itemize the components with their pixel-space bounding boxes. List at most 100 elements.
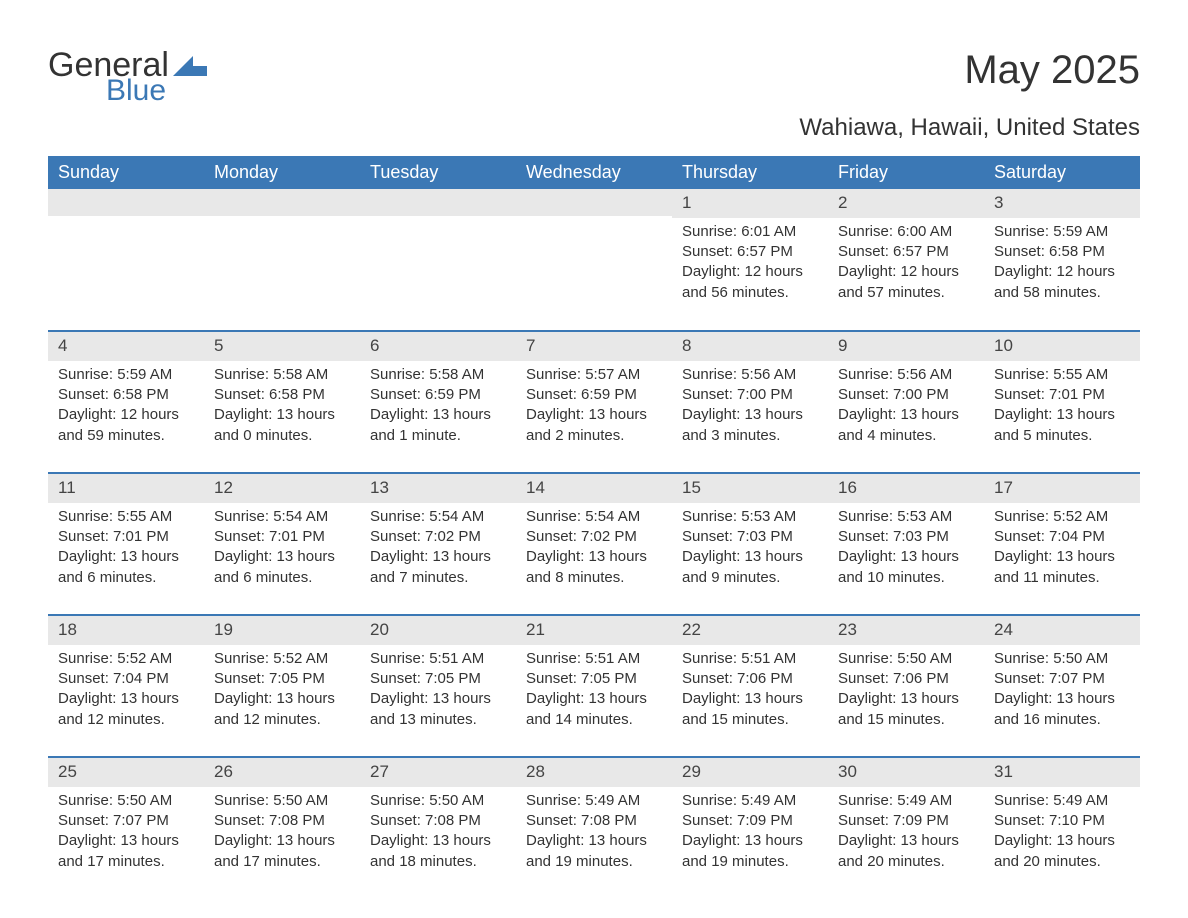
weekday-header: Monday: [204, 156, 360, 189]
day-number: 20: [360, 616, 516, 645]
day-details: Sunrise: 5:53 AMSunset: 7:03 PMDaylight:…: [828, 503, 984, 596]
daylight-line: Daylight: 13 hours and 16 minutes.: [994, 689, 1130, 730]
sunset-line: Sunset: 7:09 PM: [682, 811, 818, 831]
sunrise-line: Sunrise: 5:49 AM: [526, 791, 662, 811]
sunset-line: Sunset: 7:04 PM: [58, 669, 194, 689]
calendar-day-cell: 20Sunrise: 5:51 AMSunset: 7:05 PMDayligh…: [360, 615, 516, 757]
calendar-day-cell: 2Sunrise: 6:00 AMSunset: 6:57 PMDaylight…: [828, 189, 984, 331]
daylight-line: Daylight: 12 hours and 59 minutes.: [58, 405, 194, 446]
day-number: 8: [672, 332, 828, 361]
day-number: 22: [672, 616, 828, 645]
weekday-header: Tuesday: [360, 156, 516, 189]
calendar-day-cell: 28Sunrise: 5:49 AMSunset: 7:08 PMDayligh…: [516, 757, 672, 899]
calendar-day-cell: 17Sunrise: 5:52 AMSunset: 7:04 PMDayligh…: [984, 473, 1140, 615]
day-details: Sunrise: 5:51 AMSunset: 7:05 PMDaylight:…: [516, 645, 672, 738]
sunrise-line: Sunrise: 5:58 AM: [370, 365, 506, 385]
sunset-line: Sunset: 7:09 PM: [838, 811, 974, 831]
page-title: May 2025: [964, 48, 1140, 93]
day-details: Sunrise: 5:50 AMSunset: 7:08 PMDaylight:…: [204, 787, 360, 880]
day-number: 24: [984, 616, 1140, 645]
day-number: 7: [516, 332, 672, 361]
day-details: Sunrise: 5:51 AMSunset: 7:05 PMDaylight:…: [360, 645, 516, 738]
day-details: Sunrise: 5:52 AMSunset: 7:04 PMDaylight:…: [984, 503, 1140, 596]
day-number: 9: [828, 332, 984, 361]
daylight-line: Daylight: 13 hours and 12 minutes.: [214, 689, 350, 730]
sunset-line: Sunset: 6:59 PM: [526, 385, 662, 405]
sunrise-line: Sunrise: 5:52 AM: [994, 507, 1130, 527]
sunrise-line: Sunrise: 5:51 AM: [370, 649, 506, 669]
daylight-line: Daylight: 13 hours and 13 minutes.: [370, 689, 506, 730]
daylight-line: Daylight: 13 hours and 18 minutes.: [370, 831, 506, 872]
day-number: 3: [984, 189, 1140, 218]
calendar-day-cell: 21Sunrise: 5:51 AMSunset: 7:05 PMDayligh…: [516, 615, 672, 757]
sunset-line: Sunset: 7:03 PM: [838, 527, 974, 547]
sunset-line: Sunset: 7:03 PM: [682, 527, 818, 547]
calendar-week-row: 4Sunrise: 5:59 AMSunset: 6:58 PMDaylight…: [48, 331, 1140, 473]
daylight-line: Daylight: 13 hours and 15 minutes.: [838, 689, 974, 730]
sunset-line: Sunset: 6:57 PM: [682, 242, 818, 262]
sunset-line: Sunset: 6:58 PM: [994, 242, 1130, 262]
sunrise-line: Sunrise: 5:49 AM: [994, 791, 1130, 811]
calendar-day-cell: 16Sunrise: 5:53 AMSunset: 7:03 PMDayligh…: [828, 473, 984, 615]
calendar-day-cell: 27Sunrise: 5:50 AMSunset: 7:08 PMDayligh…: [360, 757, 516, 899]
weekday-header: Thursday: [672, 156, 828, 189]
calendar-day-cell: 7Sunrise: 5:57 AMSunset: 6:59 PMDaylight…: [516, 331, 672, 473]
calendar-day-cell: 12Sunrise: 5:54 AMSunset: 7:01 PMDayligh…: [204, 473, 360, 615]
day-number: 2: [828, 189, 984, 218]
day-number: 21: [516, 616, 672, 645]
day-number: 13: [360, 474, 516, 503]
weekday-header: Sunday: [48, 156, 204, 189]
sunset-line: Sunset: 7:01 PM: [214, 527, 350, 547]
sunset-line: Sunset: 7:05 PM: [526, 669, 662, 689]
sunrise-line: Sunrise: 6:00 AM: [838, 222, 974, 242]
daylight-line: Daylight: 13 hours and 17 minutes.: [214, 831, 350, 872]
calendar-day-cell: 25Sunrise: 5:50 AMSunset: 7:07 PMDayligh…: [48, 757, 204, 899]
sunset-line: Sunset: 7:01 PM: [58, 527, 194, 547]
day-details: Sunrise: 5:54 AMSunset: 7:02 PMDaylight:…: [516, 503, 672, 596]
daylight-line: Daylight: 13 hours and 9 minutes.: [682, 547, 818, 588]
day-details: Sunrise: 5:51 AMSunset: 7:06 PMDaylight:…: [672, 645, 828, 738]
calendar-day-cell: 5Sunrise: 5:58 AMSunset: 6:58 PMDaylight…: [204, 331, 360, 473]
day-details: Sunrise: 5:53 AMSunset: 7:03 PMDaylight:…: [672, 503, 828, 596]
calendar-table: SundayMondayTuesdayWednesdayThursdayFrid…: [48, 156, 1140, 899]
calendar-day-cell: [204, 189, 360, 331]
daylight-line: Daylight: 13 hours and 8 minutes.: [526, 547, 662, 588]
sunrise-line: Sunrise: 5:49 AM: [682, 791, 818, 811]
day-number: 16: [828, 474, 984, 503]
sunset-line: Sunset: 7:00 PM: [838, 385, 974, 405]
calendar-day-cell: 10Sunrise: 5:55 AMSunset: 7:01 PMDayligh…: [984, 331, 1140, 473]
weekday-header: Saturday: [984, 156, 1140, 189]
day-number: 12: [204, 474, 360, 503]
sunset-line: Sunset: 6:59 PM: [370, 385, 506, 405]
daylight-line: Daylight: 13 hours and 19 minutes.: [526, 831, 662, 872]
empty-day-header: [360, 189, 516, 216]
day-number: 6: [360, 332, 516, 361]
calendar-day-cell: 24Sunrise: 5:50 AMSunset: 7:07 PMDayligh…: [984, 615, 1140, 757]
calendar-day-cell: 30Sunrise: 5:49 AMSunset: 7:09 PMDayligh…: [828, 757, 984, 899]
weekday-header: Friday: [828, 156, 984, 189]
daylight-line: Daylight: 13 hours and 14 minutes.: [526, 689, 662, 730]
day-details: Sunrise: 5:50 AMSunset: 7:07 PMDaylight:…: [48, 787, 204, 880]
daylight-line: Daylight: 13 hours and 15 minutes.: [682, 689, 818, 730]
sunrise-line: Sunrise: 5:51 AM: [526, 649, 662, 669]
day-number: 10: [984, 332, 1140, 361]
day-number: 11: [48, 474, 204, 503]
day-number: 5: [204, 332, 360, 361]
sunset-line: Sunset: 7:01 PM: [994, 385, 1130, 405]
calendar-day-cell: 3Sunrise: 5:59 AMSunset: 6:58 PMDaylight…: [984, 189, 1140, 331]
sunrise-line: Sunrise: 5:56 AM: [838, 365, 974, 385]
sunset-line: Sunset: 7:05 PM: [214, 669, 350, 689]
day-details: Sunrise: 5:50 AMSunset: 7:08 PMDaylight:…: [360, 787, 516, 880]
calendar-body: 1Sunrise: 6:01 AMSunset: 6:57 PMDaylight…: [48, 189, 1140, 899]
calendar-week-row: 11Sunrise: 5:55 AMSunset: 7:01 PMDayligh…: [48, 473, 1140, 615]
sunset-line: Sunset: 6:58 PM: [58, 385, 194, 405]
sunrise-line: Sunrise: 5:57 AM: [526, 365, 662, 385]
day-details: Sunrise: 5:50 AMSunset: 7:06 PMDaylight:…: [828, 645, 984, 738]
calendar-day-cell: 22Sunrise: 5:51 AMSunset: 7:06 PMDayligh…: [672, 615, 828, 757]
day-details: Sunrise: 5:52 AMSunset: 7:05 PMDaylight:…: [204, 645, 360, 738]
daylight-line: Daylight: 13 hours and 19 minutes.: [682, 831, 818, 872]
sunrise-line: Sunrise: 5:50 AM: [58, 791, 194, 811]
calendar-day-cell: [360, 189, 516, 331]
day-number: 27: [360, 758, 516, 787]
day-details: Sunrise: 5:49 AMSunset: 7:08 PMDaylight:…: [516, 787, 672, 880]
